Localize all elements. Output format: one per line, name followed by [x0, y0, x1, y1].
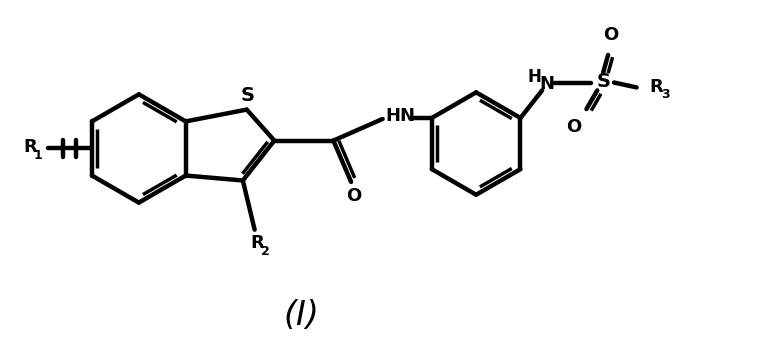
- Text: H: H: [527, 67, 541, 86]
- Text: S: S: [241, 86, 255, 105]
- Text: 2: 2: [261, 245, 270, 258]
- Text: HN: HN: [385, 107, 415, 125]
- Text: 3: 3: [661, 88, 669, 101]
- Text: O: O: [604, 26, 619, 44]
- Text: N: N: [539, 75, 555, 92]
- Text: O: O: [566, 118, 581, 136]
- Text: (I): (I): [283, 299, 319, 332]
- Text: R: R: [251, 235, 265, 252]
- Text: O: O: [346, 187, 362, 205]
- Text: S: S: [596, 72, 610, 91]
- Text: R: R: [23, 139, 37, 156]
- Text: R: R: [649, 79, 663, 96]
- Text: 1: 1: [34, 149, 42, 162]
